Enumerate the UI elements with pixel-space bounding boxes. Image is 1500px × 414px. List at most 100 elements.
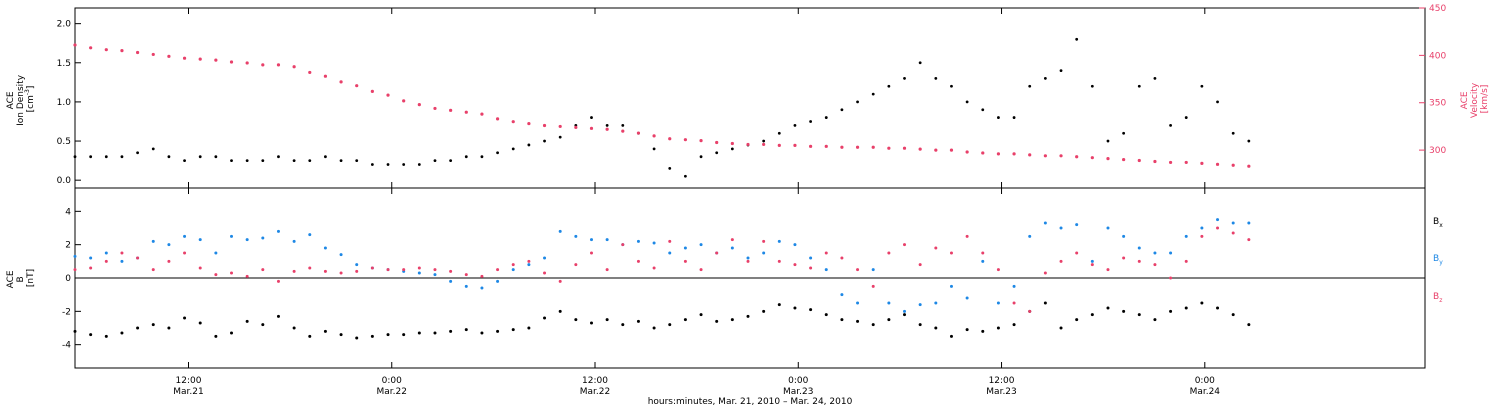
- bx-point: [136, 326, 140, 330]
- velocity-point: [1059, 154, 1063, 158]
- by-point: [245, 238, 249, 242]
- bx-point: [746, 314, 750, 318]
- by-point: [1184, 234, 1188, 238]
- velocity-point: [464, 110, 468, 114]
- bx-point: [449, 329, 453, 333]
- bx-point: [621, 323, 625, 327]
- by-point: [793, 243, 797, 247]
- bz-point: [996, 268, 1000, 272]
- bx-point: [715, 319, 719, 323]
- legend-bx: Bx: [1433, 217, 1443, 229]
- by-point: [730, 246, 734, 250]
- density-point: [198, 155, 202, 159]
- bottom-panel: -4 -2 0 2 4 ACE B [nT] Bx By Bz: [6, 187, 1443, 369]
- density-tick-label: 0.5: [57, 137, 71, 147]
- density-tick-label: 1.0: [57, 98, 72, 108]
- bz-point: [1184, 259, 1188, 263]
- velocity-point: [605, 127, 609, 131]
- bx-point: [89, 333, 93, 337]
- bz-point: [527, 259, 531, 263]
- by-point: [558, 229, 562, 233]
- velocity-point: [699, 139, 703, 143]
- bz-point: [1137, 259, 1141, 263]
- by-point: [809, 256, 813, 260]
- top-x-ticks: [187, 8, 1206, 188]
- by-point: [449, 279, 453, 283]
- density-tick-label: 1.5: [57, 59, 71, 69]
- density-axis: 0.0 0.5 1.0 1.5 2.0: [57, 20, 81, 186]
- bz-point: [1216, 226, 1220, 230]
- density-point: [496, 151, 499, 155]
- density-point: [840, 108, 844, 112]
- bz-point: [1200, 234, 1204, 238]
- bz-point: [1169, 276, 1173, 280]
- bz-point: [965, 234, 969, 238]
- by-point: [323, 246, 327, 250]
- velocity-point: [996, 152, 1001, 156]
- bx-point: [543, 316, 547, 320]
- bz-point: [949, 251, 953, 255]
- bx-point: [1247, 323, 1251, 327]
- bx-point: [370, 334, 374, 338]
- by-point: [589, 238, 593, 242]
- density-point: [89, 155, 93, 159]
- bz-point: [449, 269, 453, 273]
- x-tick-time: 12:00: [176, 376, 202, 386]
- bx-point: [1216, 306, 1220, 310]
- by-point: [856, 301, 860, 305]
- bz-point: [245, 274, 249, 278]
- by-point: [496, 279, 500, 283]
- velocity-point: [276, 63, 281, 67]
- by-point: [918, 303, 922, 307]
- bx-point: [1075, 318, 1079, 322]
- by-point: [1153, 251, 1157, 255]
- density-axis-label: ACE Ion Density [cm-3]: [6, 72, 36, 126]
- density-point: [871, 92, 875, 96]
- bz-point: [151, 268, 155, 272]
- density-point: [652, 147, 656, 151]
- bz-point: [1231, 231, 1235, 235]
- bx-point: [699, 313, 703, 317]
- bx-point: [636, 319, 640, 323]
- density-point: [934, 77, 938, 80]
- bz-point: [1153, 263, 1157, 267]
- density-point: [777, 131, 781, 135]
- velocity-point: [668, 137, 672, 141]
- bx-point: [355, 336, 359, 340]
- bx-point: [1137, 313, 1141, 317]
- velocity-point: [621, 129, 625, 133]
- top-panel-frame: [74, 7, 1426, 189]
- bz-point: [214, 273, 218, 277]
- bx-point: [793, 306, 797, 310]
- by-point: [1043, 221, 1047, 225]
- by-point: [699, 243, 703, 247]
- density-point: [1122, 131, 1126, 135]
- bz-point: [433, 268, 437, 272]
- bz-point: [840, 256, 844, 260]
- by-point: [1028, 234, 1032, 238]
- velocity-point: [902, 146, 907, 150]
- bx-point: [558, 309, 562, 313]
- by-point: [1075, 223, 1079, 227]
- by-point: [1169, 251, 1173, 255]
- density-point: [950, 84, 953, 88]
- velocity-point: [89, 46, 93, 50]
- bx-point: [981, 329, 985, 333]
- bz-point: [496, 268, 500, 272]
- bx-point: [887, 318, 891, 322]
- velocity-point: [558, 124, 562, 129]
- density-point: [277, 155, 280, 159]
- bx-point: [903, 313, 907, 317]
- by-point: [1012, 284, 1016, 288]
- velocity-point: [981, 151, 985, 155]
- velocity-point: [1122, 157, 1126, 162]
- bz-point: [605, 268, 609, 272]
- bz-point: [981, 251, 985, 255]
- bx-point: [652, 326, 656, 330]
- bz-point: [198, 266, 202, 270]
- velocity-point: [198, 57, 202, 61]
- b-tick-label: 4: [65, 207, 71, 217]
- density-point: [918, 61, 922, 65]
- b-tick-label: 2: [65, 241, 71, 251]
